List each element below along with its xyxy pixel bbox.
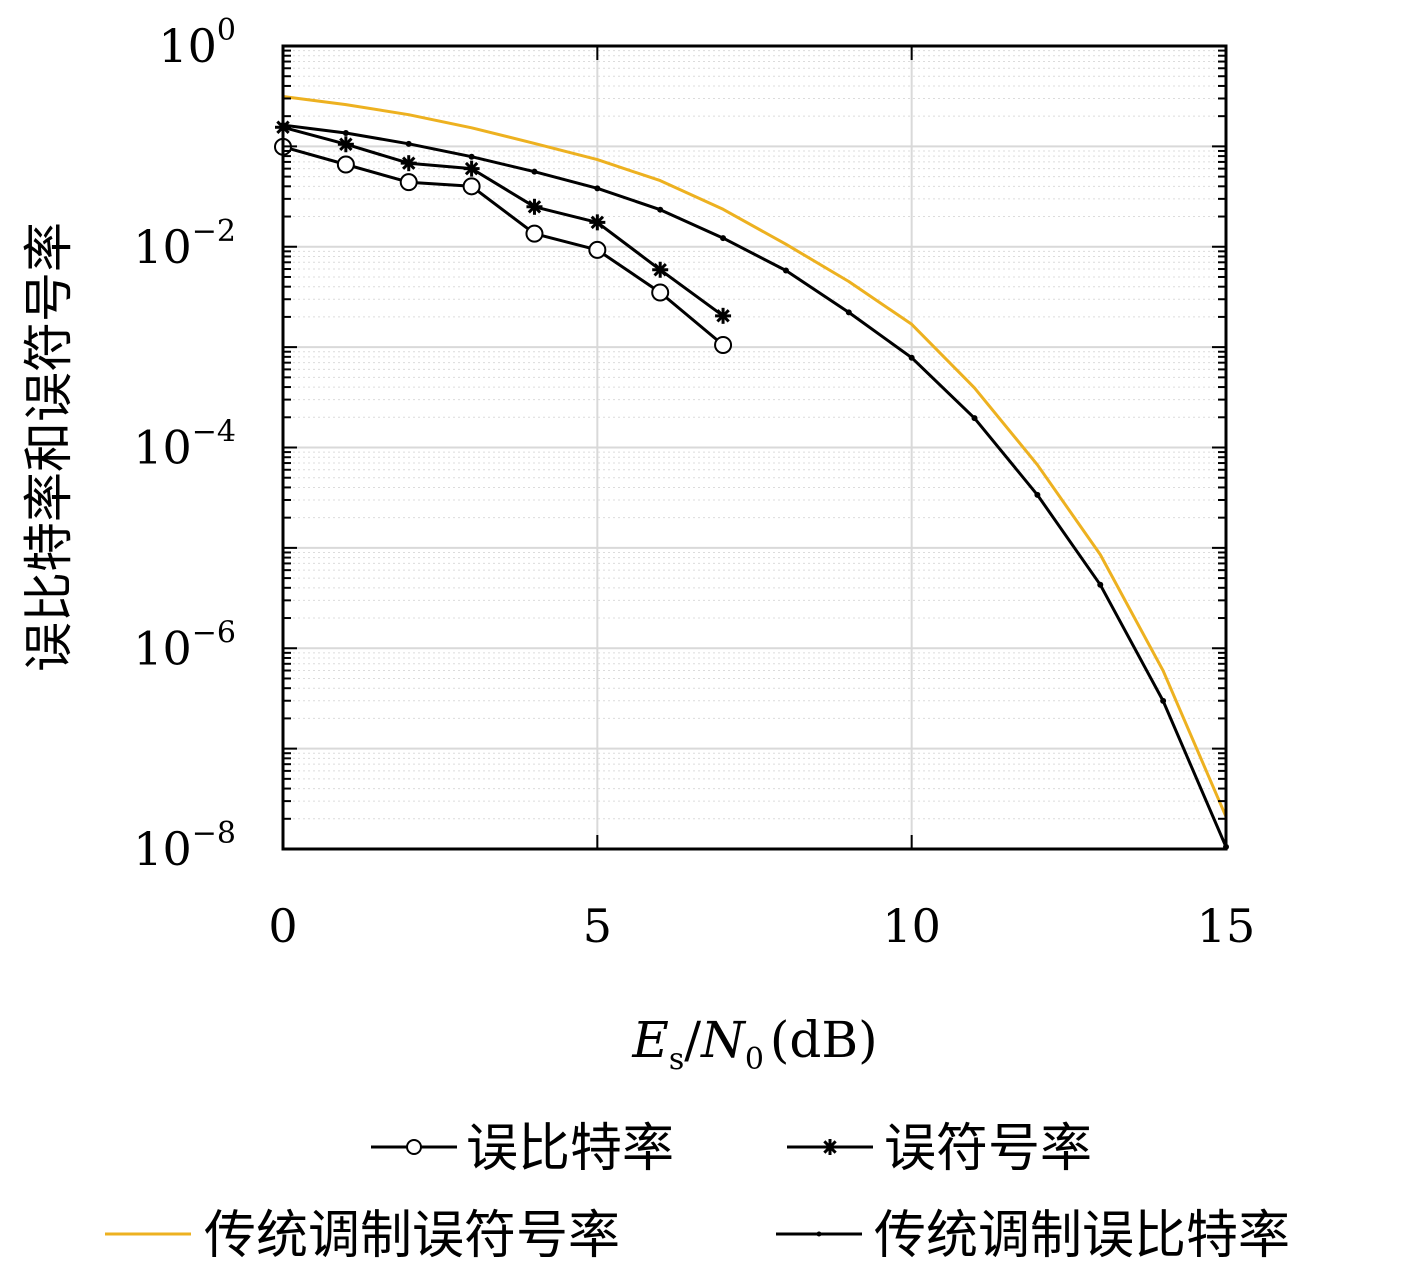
y-tick-labels: 100 10−2 10−4 10−6 10−8 [133, 13, 236, 876]
plot-markers [274, 119, 1229, 850]
legend: 误比特率 误符号率 传统调制误符号率 传统调制误比特率 [105, 1119, 1290, 1266]
x-tick-label: 5 [583, 899, 612, 953]
legend-item-conventional-ber: 传统调制误比特率 [776, 1206, 1290, 1266]
x-tick-labels: 0 5 10 15 [268, 899, 1255, 953]
data-point-ber [651, 283, 670, 302]
data-point-conventional-ber [468, 153, 475, 160]
series-line-0 [282, 145, 725, 347]
legend-label-conventional-ber: 传统调制误比特率 [874, 1206, 1290, 1266]
data-point-ber [399, 173, 418, 192]
grid-major [282, 45, 1227, 850]
data-point-conventional-ber [971, 415, 978, 422]
legend-item-conventional-ser: 传统调制误符号率 [105, 1206, 620, 1266]
legend-item-ber: 误比特率 [371, 1119, 674, 1179]
data-point-conventional-ber [342, 129, 349, 136]
legend-marker-ber [406, 1139, 422, 1155]
y-axis-title: 误比特率和误符号率 [20, 222, 78, 672]
data-point-ser [400, 155, 417, 172]
data-point-ber [714, 335, 733, 354]
data-point-conventional-ber [782, 267, 789, 274]
y-tick-label: 10−4 [133, 415, 236, 475]
data-point-ber [462, 177, 481, 196]
legend-label-conventional-ser: 传统调制误符号率 [204, 1206, 620, 1266]
data-point-ber [525, 224, 544, 243]
data-point-conventional-ber [1160, 697, 1167, 704]
x-tick-label: 15 [1197, 899, 1256, 953]
data-point-ser [652, 261, 669, 278]
plot-lines [282, 95, 1228, 848]
data-point-conventional-ber [657, 206, 664, 213]
plot-frame [281, 44, 1228, 851]
data-point-ser [715, 307, 732, 324]
legend-marker-ser [822, 1139, 838, 1155]
data-point-conventional-ber [1097, 581, 1104, 588]
data-point-ser [526, 198, 543, 215]
data-point-ser [589, 214, 606, 231]
y-tick-label: 10−6 [133, 615, 236, 675]
data-point-conventional-ber [594, 185, 601, 192]
data-point-ber [336, 155, 355, 174]
x-tick-label: 0 [268, 899, 297, 953]
data-point-conventional-ber [845, 309, 852, 316]
y-tick-label: 10−2 [133, 214, 236, 274]
series-line-2 [282, 95, 1228, 818]
legend-label-ser: 误符号率 [884, 1119, 1092, 1179]
data-point-conventional-ber [405, 140, 412, 147]
x-tick-label: 10 [882, 899, 941, 953]
legend-label-ber: 误比特率 [466, 1119, 674, 1179]
data-point-conventional-ber [908, 354, 915, 361]
legend-marker-conventional-ber [816, 1231, 822, 1237]
data-point-ber [588, 240, 607, 259]
x-axis-title: Es/N0 (dB) [631, 1011, 877, 1077]
series-line-1 [282, 125, 724, 318]
legend-item-ser: 误符号率 [787, 1119, 1092, 1179]
data-point-conventional-ber [531, 168, 538, 175]
data-point-ser [337, 136, 354, 153]
data-point-conventional-ber [720, 235, 727, 242]
data-point-ser [463, 160, 480, 177]
y-tick-label: 10−8 [133, 816, 236, 876]
data-point-conventional-ber [1034, 491, 1041, 498]
legend-star-glyph [822, 1139, 838, 1155]
grid-minor [283, 50, 1226, 820]
y-tick-label: 100 [158, 13, 236, 73]
series-line-3 [282, 123, 1228, 848]
